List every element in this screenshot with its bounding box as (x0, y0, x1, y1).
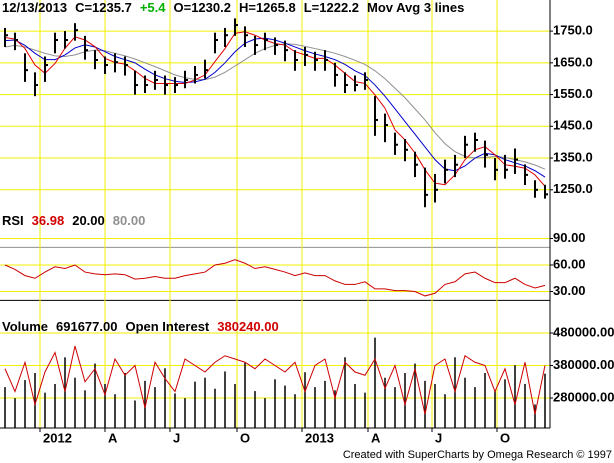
header-item: 36.98 (32, 213, 65, 228)
panel-header: RSI 36.98 20.00 80.00 (2, 213, 145, 228)
open-interest-line (4, 345, 546, 415)
header-item: +5.4 (140, 0, 166, 15)
header-item: L=1222.2 (304, 0, 359, 15)
y-tick-label: 60.00 (553, 256, 586, 271)
x-tick-label: 2013 (305, 430, 334, 445)
panel-header: Volume 691677.00 Open Interest 380240.00 (2, 319, 279, 334)
header-item: H=1265.8 (239, 0, 296, 15)
y-tick-label: 1750.0 (553, 23, 593, 38)
header-item: 12/13/2013 (2, 0, 67, 15)
header-item: 380240.00 (217, 319, 278, 334)
x-tick-label: O (500, 430, 510, 445)
labels-layer: 1250.0 1350.0 1450.0 1550.0 1650.0 1750.0 12/1… (2, 0, 614, 445)
x-tick-label: J (173, 430, 180, 445)
header-item: C=1235.7 (75, 0, 132, 15)
y-tick-label: 90.00 (553, 230, 586, 245)
header-item: 691677.00 (56, 319, 117, 334)
header-item: RSI (2, 213, 24, 228)
y-tick-label: 1650.0 (553, 54, 593, 69)
rsi-line (4, 259, 546, 297)
header-item: 20.00 (72, 213, 105, 228)
y-tick-label: 380000.00 (553, 357, 614, 372)
header-item: O=1230.2 (174, 0, 231, 15)
x-tick-label: J (435, 430, 442, 445)
y-tick-label: 480000.00 (553, 324, 614, 339)
y-tick-label: 1450.0 (553, 118, 593, 133)
y-tick-label: 1550.0 (553, 86, 593, 101)
y-tick-label: 280000.00 (553, 389, 614, 404)
x-tick-label: A (371, 430, 381, 445)
header-item: Volume (2, 319, 48, 334)
y-tick-label: 1250.0 (553, 181, 593, 196)
y-tick-label: 30.00 (553, 283, 586, 298)
header-item: Mov Avg 3 lines (367, 0, 464, 15)
x-tick-label: 2012 (43, 430, 72, 445)
header-item: Open Interest (125, 319, 209, 334)
x-tick-label: O (240, 430, 250, 445)
panel-header: 12/13/2013 C=1235.7 +5.4 O=1230.2 H=1265.8 L=… (2, 0, 464, 15)
x-tick-label: A (108, 430, 118, 445)
header-item: 80.00 (113, 213, 146, 228)
footer: Created with SuperCharts by Omega Resear… (343, 449, 612, 461)
y-tick-label: 1350.0 (553, 149, 593, 164)
marks-layer (4, 18, 548, 428)
